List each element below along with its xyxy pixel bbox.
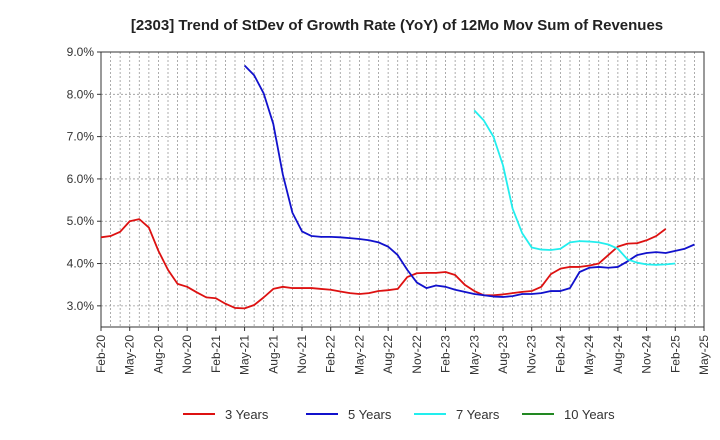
x-tick-label: May-25 (697, 335, 711, 375)
x-tick-label: Nov-20 (180, 335, 194, 374)
x-tick-label: Feb-20 (94, 335, 108, 373)
x-tick-label: Aug-22 (381, 335, 395, 374)
x-axis: Feb-20 May-20 Aug-20 Nov-20 Feb-21 May-21 Aug-… (94, 327, 711, 375)
y-tick-label: 7.0% (67, 130, 95, 144)
x-tick-label: May-23 (467, 335, 481, 375)
y-axis: 3.0% 4.0% 5.0% 6.0% 7.0% 8.0% 9.0% (67, 45, 101, 313)
x-tick-label: Aug-20 (151, 335, 165, 374)
series-line-7-years (473, 109, 676, 266)
legend-label-10-years: 10 Years (564, 407, 615, 422)
x-tick-label: Feb-24 (553, 335, 567, 373)
x-tick-label: Nov-22 (410, 335, 424, 374)
x-tick-label: May-22 (352, 335, 366, 375)
x-tick-label: May-24 (582, 335, 596, 375)
x-tick-label: Nov-23 (525, 335, 539, 374)
series-line-3-years (100, 218, 667, 310)
legend-label-3-years: 3 Years (225, 407, 269, 422)
legend: 3 Years 5 Years 7 Years 10 Years (183, 407, 615, 422)
x-tick-label: Aug-24 (611, 335, 625, 374)
x-tick-label: Feb-22 (324, 335, 338, 373)
plot-area (100, 51, 705, 328)
y-tick-label: 6.0% (67, 172, 95, 186)
series-group (100, 64, 695, 310)
x-tick-label: Nov-21 (295, 335, 309, 374)
y-tick-label: 3.0% (67, 299, 95, 313)
y-tick-label: 8.0% (67, 87, 95, 101)
x-tick-label: Aug-21 (266, 335, 280, 374)
x-tick-label: May-20 (123, 335, 137, 375)
legend-label-5-years: 5 Years (348, 407, 392, 422)
grid (101, 51, 704, 327)
x-tick-label: May-21 (238, 335, 252, 375)
series-line-5-years (243, 64, 695, 298)
chart-title: [2303] Trend of StDev of Growth Rate (Yo… (131, 17, 663, 34)
x-tick-label: Feb-23 (439, 335, 453, 373)
legend-label-7-years: 7 Years (456, 407, 500, 422)
y-tick-label: 9.0% (67, 45, 95, 59)
y-tick-label: 5.0% (67, 214, 95, 228)
x-tick-label: Aug-23 (496, 335, 510, 374)
x-tick-label: Feb-25 (668, 335, 682, 373)
x-tick-label: Feb-21 (209, 335, 223, 373)
x-tick-label: Nov-24 (640, 335, 654, 374)
y-tick-label: 4.0% (67, 257, 95, 271)
